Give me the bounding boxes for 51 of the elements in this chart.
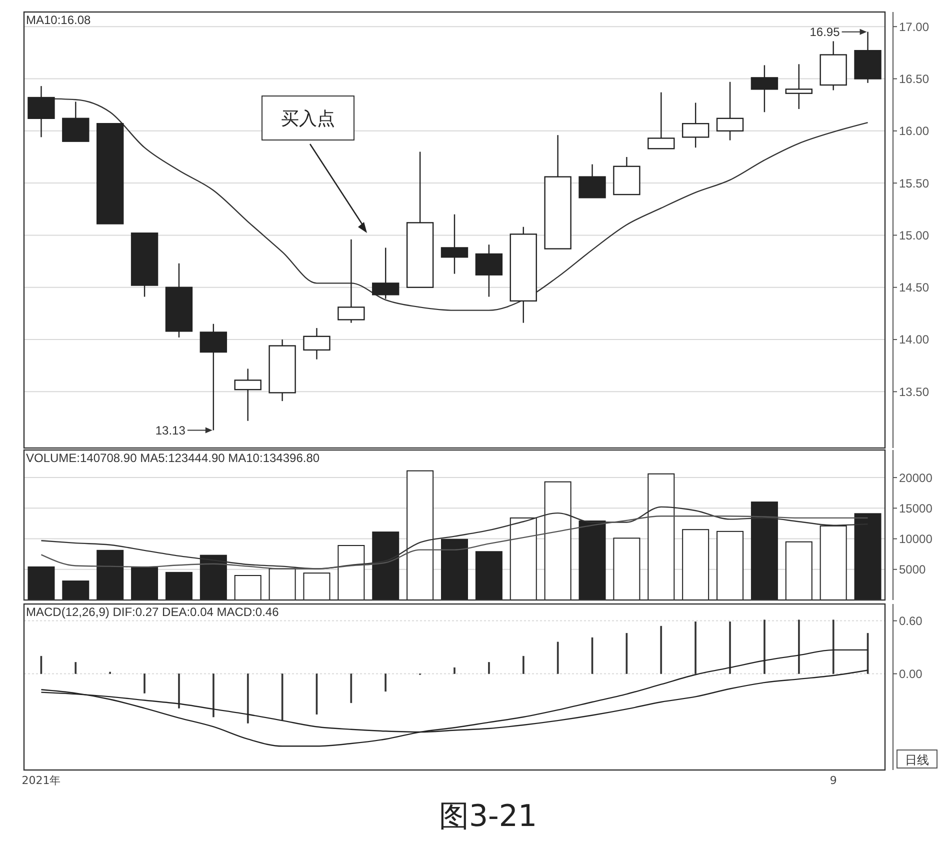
bar (96, 550, 124, 600)
bar (372, 532, 400, 600)
y-tick-label: 16.00 (899, 124, 930, 138)
annotation: 13.13 (155, 423, 186, 438)
text: 日线 (905, 753, 929, 767)
bar (544, 481, 572, 600)
bar (613, 538, 640, 600)
bar (578, 520, 606, 600)
bar (441, 538, 468, 600)
y-tick-label: 13.50 (899, 384, 930, 399)
bar (854, 513, 882, 600)
x-tick-label: 2021年 (22, 774, 61, 787)
y-tick-label: 14.50 (899, 280, 930, 295)
candlestick (785, 64, 812, 110)
y-tick-label: 15.50 (899, 176, 930, 190)
bar (820, 525, 847, 600)
bar (62, 580, 90, 600)
y-tick-label: 5000 (899, 562, 926, 577)
bar (131, 567, 158, 600)
bar (338, 545, 365, 600)
bar (785, 541, 812, 600)
y-tick-label: 20000 (899, 470, 933, 485)
bar (750, 502, 778, 600)
bar (475, 551, 502, 600)
y-tick-label: 17.00 (899, 20, 930, 34)
bar (716, 530, 744, 600)
chart-title: MA10:16.08 (26, 13, 92, 27)
bar (406, 470, 434, 600)
bar (268, 568, 296, 600)
y-tick-label: 14.00 (899, 332, 930, 347)
y-tick-label: 15.00 (899, 228, 930, 242)
bar (165, 572, 192, 600)
annotation: 买入点 (281, 108, 335, 130)
y-tick-label: 15000 (899, 501, 933, 516)
y-tick-label: 0.60 (899, 614, 923, 628)
bar (303, 572, 330, 600)
line-series (40, 649, 868, 747)
bar (234, 575, 262, 600)
y-tick-label: 10000 (899, 532, 933, 546)
annotation: 16.95 (810, 25, 840, 40)
bar (510, 517, 537, 600)
bar (28, 566, 55, 600)
y-tick-label: 16.50 (899, 72, 930, 86)
chart-title: VOLUME:140708.90 MA5:123444.90 MA10:134396.80 (26, 451, 320, 465)
x-tick-label: 9 (830, 774, 837, 787)
bar (682, 529, 710, 600)
chart-title: MACD(12,26,9) DIF:0.27 DEA:0.04 MACD:0.46 (26, 605, 280, 619)
bar (648, 473, 675, 600)
bar (200, 554, 227, 600)
caption: 图3-21 (438, 799, 538, 834)
y-tick-label: 0.00 (899, 666, 923, 681)
